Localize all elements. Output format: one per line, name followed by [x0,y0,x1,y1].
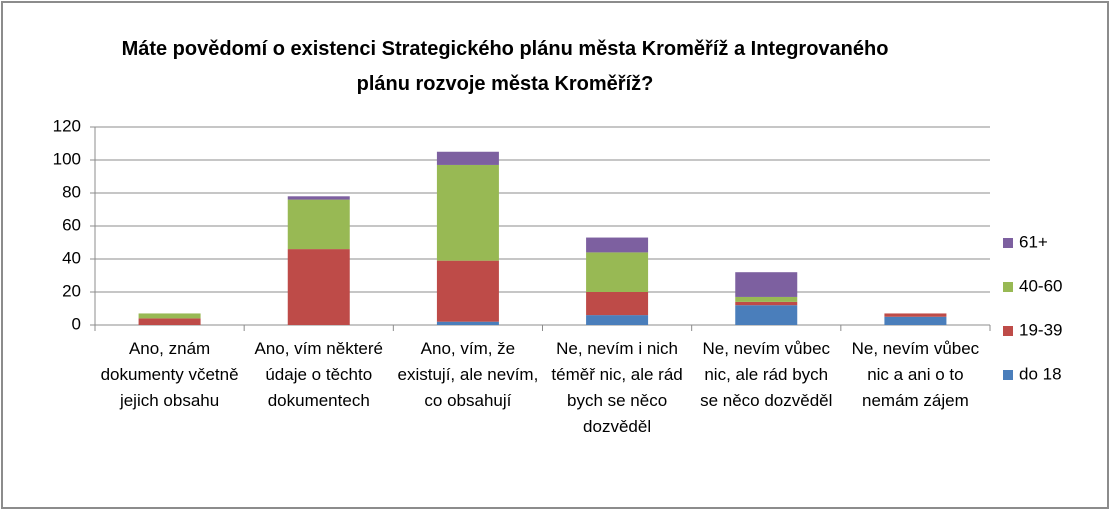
y-tick-label: 80 [62,182,81,201]
bar-segment [884,316,947,325]
legend-swatch [1003,238,1013,248]
chart-title: Máte povědomí o existenci Strategického … [121,38,889,95]
legend-swatch [1003,282,1013,292]
x-tick-label: Ano, vím některé údaje o těchto dokument… [254,339,383,410]
legend-label: 19-39 [1019,320,1062,339]
x-tick-label: Ano, vím, že existují, ale nevím, co obs… [397,339,539,410]
bar-segment [287,199,350,250]
y-tick-label: 100 [53,149,81,168]
y-tick-label: 40 [62,248,81,267]
bar-segment [138,313,201,319]
bar-segment [436,164,499,261]
bar-segment [436,260,499,322]
bar-segment [436,151,499,165]
legend-label: 61+ [1019,232,1048,251]
x-tick-label: Ne, nevím i nich téměř nic, ale rád bych… [551,339,683,436]
y-tick-label: 120 [53,116,81,135]
bar-segment [735,301,798,306]
bar-segment [586,315,649,325]
bar-segment [287,249,350,325]
legend-swatch [1003,370,1013,380]
bar-segment [586,292,649,316]
bar-segment [138,318,201,325]
bar-segment [436,321,499,325]
x-tick-label: Ne, nevím vůbec nic, ale rád bych se něc… [700,339,833,410]
bar-segment [586,237,649,253]
y-tick-label: 0 [72,314,81,333]
legend-label: do 18 [1019,364,1062,383]
x-tick-label: Ne, nevím vůbec nic a ani o to nemám záj… [851,339,980,410]
bar-segment [586,252,649,292]
y-tick-label: 20 [62,281,81,300]
bar-segment [735,305,798,325]
x-tick-label: Ano, znám dokumenty včetně jejich obsahu [100,339,239,410]
bar-segment [287,196,350,200]
legend-swatch [1003,326,1013,336]
legend-label: 40-60 [1019,276,1062,295]
y-tick-label: 60 [62,215,81,234]
bar-segment [735,296,798,302]
bar-segment [884,313,947,317]
bar-segment [735,272,798,297]
